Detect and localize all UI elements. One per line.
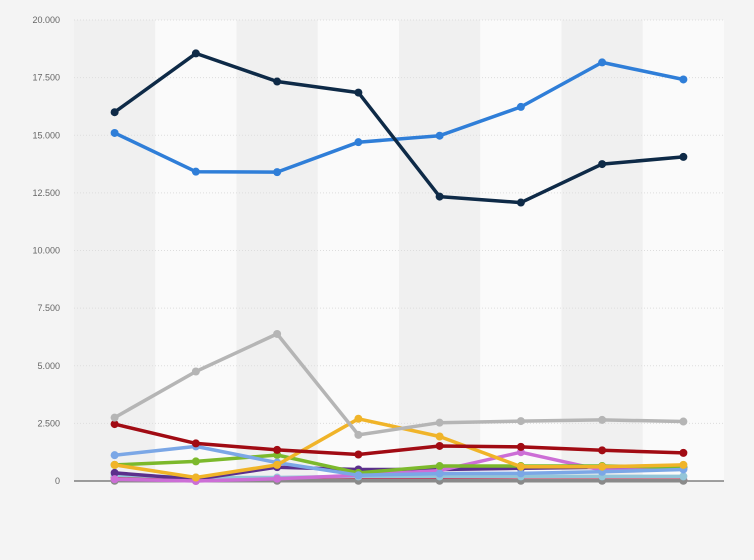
data-point[interactable] [435,418,444,427]
data-point[interactable] [354,414,363,423]
data-point[interactable] [273,168,282,177]
series-line-group [110,58,688,177]
data-point[interactable] [110,460,119,469]
data-point[interactable] [435,192,444,201]
y-tick-label: 10.000 [32,246,60,256]
y-tick-label: 20.000 [32,15,60,25]
data-point[interactable] [516,102,525,111]
data-point[interactable] [354,88,363,97]
y-tick-label: 2.500 [37,418,60,428]
data-point[interactable] [110,420,119,429]
data-point[interactable] [516,442,525,451]
plot-band [236,20,318,481]
data-point[interactable] [354,450,363,459]
data-point[interactable] [354,430,363,439]
data-point[interactable] [110,413,119,422]
data-point[interactable] [435,441,444,450]
data-point[interactable] [435,432,444,441]
data-point[interactable] [679,448,688,457]
data-point[interactable] [191,167,200,176]
data-point[interactable] [273,445,282,454]
data-point[interactable] [110,475,119,484]
y-axis-tick-labels: 0 2.500 5.000 7.500 10.000 12.500 15.000 17.500… [32,15,60,486]
data-point[interactable] [110,128,119,137]
plot-band [155,20,237,481]
series-line [112,332,686,437]
y-tick-label: 7.500 [37,303,60,313]
data-point[interactable] [598,58,607,67]
plot-band [399,20,481,481]
data-point[interactable] [516,462,525,471]
series-line [112,444,686,477]
data-point[interactable] [273,329,282,338]
series-line [112,422,686,457]
data-point[interactable] [598,415,607,424]
series-line [112,60,686,174]
data-point[interactable] [191,457,200,466]
data-point[interactable] [273,77,282,86]
data-point[interactable] [191,367,200,376]
data-point[interactable] [273,474,282,483]
data-point[interactable] [110,108,119,117]
data-point[interactable] [679,472,688,481]
grid-lines [74,19,724,424]
data-point[interactable] [354,138,363,147]
data-point[interactable] [191,439,200,448]
data-point[interactable] [598,462,607,471]
data-series [110,49,688,485]
data-point[interactable] [679,417,688,426]
data-point[interactable] [679,460,688,469]
y-tick-label: 12.500 [32,188,60,198]
data-point[interactable] [435,469,444,478]
y-tick-label: 5.000 [37,361,60,371]
series-line [112,51,686,205]
data-point[interactable] [273,460,282,469]
plot-band [317,20,399,481]
data-point[interactable] [110,451,119,460]
data-point[interactable] [516,469,525,478]
data-point[interactable] [191,49,200,58]
data-point[interactable] [598,446,607,455]
series-line-group [110,329,688,439]
series-line-group [110,420,688,459]
data-point[interactable] [435,131,444,140]
data-point[interactable] [679,75,688,84]
data-point[interactable] [191,473,200,482]
data-point[interactable] [598,160,607,169]
y-tick-label: 15.000 [32,130,60,140]
data-point[interactable] [110,468,119,477]
data-point[interactable] [679,152,688,161]
data-point[interactable] [516,417,525,426]
y-tick-label: 17.500 [32,73,60,83]
series-line-group [110,49,688,207]
data-point[interactable] [435,462,444,471]
plot-band [480,20,562,481]
y-tick-label: 0 [55,476,60,486]
data-point[interactable] [354,471,363,480]
data-point[interactable] [516,198,525,207]
